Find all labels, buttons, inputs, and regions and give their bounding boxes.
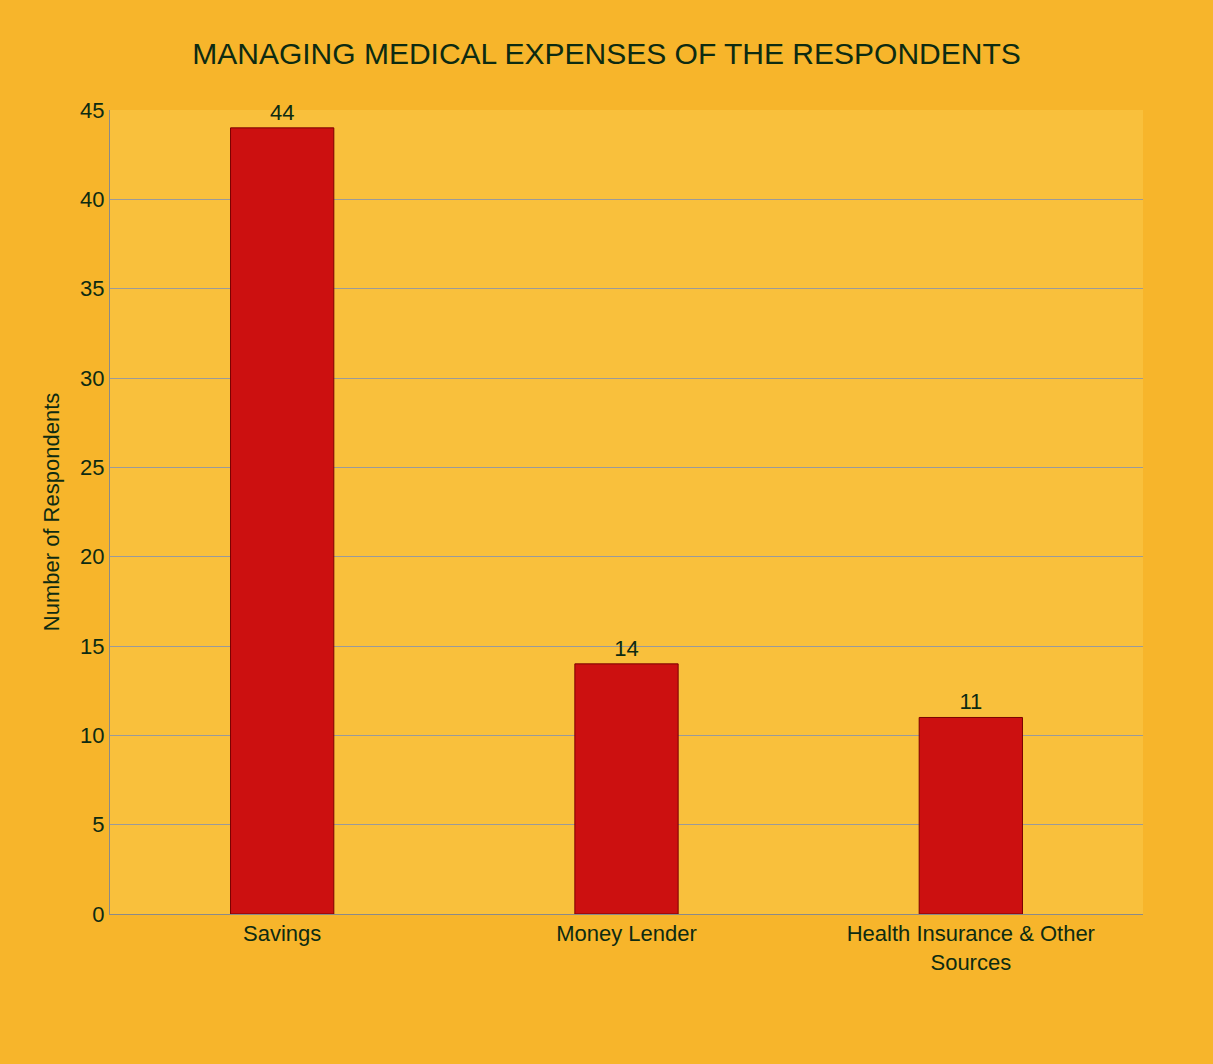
svg-text:MANAGING MEDICAL EXPENSES OF T: MANAGING MEDICAL EXPENSES OF THE RESPOND… [192,37,1021,70]
svg-text:25: 25 [80,455,104,480]
svg-text:Savings: Savings [243,921,321,946]
svg-text:45: 45 [80,98,104,123]
svg-text:40: 40 [80,187,104,212]
svg-text:Health Insurance & OtherSource: Health Insurance & OtherSources [847,921,1095,975]
svg-text:35: 35 [80,276,104,301]
svg-text:30: 30 [80,366,104,391]
svg-text:20: 20 [80,544,104,569]
svg-text:10: 10 [80,723,104,748]
svg-text:11: 11 [959,689,982,714]
svg-text:Money Lender: Money Lender [556,921,697,946]
svg-text:15: 15 [80,634,104,659]
svg-text:14: 14 [614,636,638,661]
svg-text:Number of Respondents: Number of Respondents [39,393,64,631]
svg-text:0: 0 [92,902,104,927]
svg-text:5: 5 [92,812,104,837]
svg-text:44: 44 [270,100,294,125]
